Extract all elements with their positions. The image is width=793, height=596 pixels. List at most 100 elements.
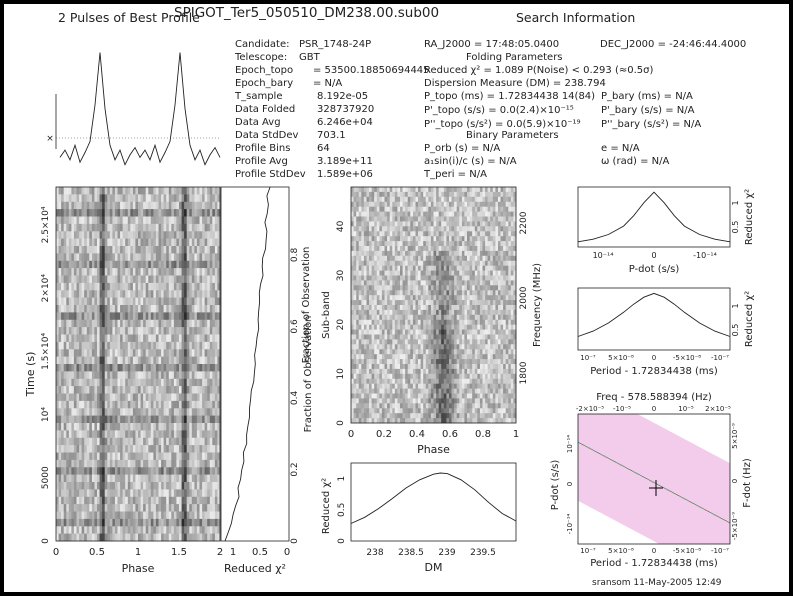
time-phase-cell — [140, 386, 144, 394]
time-phase-cell — [179, 238, 182, 247]
time-phase-cell — [73, 482, 77, 490]
time-phase-cell — [196, 533, 200, 542]
subband-cell — [485, 211, 489, 217]
time-phase-cell — [202, 194, 206, 203]
time-phase-cell — [143, 327, 147, 335]
subband-cell — [366, 201, 370, 208]
subband-cell — [503, 201, 507, 208]
time-phase-cell — [161, 393, 165, 402]
subband-cell — [498, 201, 501, 208]
subband-cell — [443, 275, 447, 281]
time-phase-cell — [89, 386, 93, 394]
time-phase-cell — [214, 290, 218, 299]
time-phase-cell — [189, 511, 193, 520]
time-phase-cell — [89, 260, 93, 269]
time-phase-cell — [127, 201, 131, 210]
time-phase-cell — [186, 371, 190, 380]
time-phase-cell — [140, 415, 144, 424]
time-phase-cell — [81, 386, 85, 394]
time-phase-cell — [179, 246, 182, 254]
time-phase-cell — [104, 518, 108, 527]
time-phase-cell — [214, 364, 218, 372]
subband-cell — [374, 290, 378, 296]
time-phase-cell — [209, 253, 213, 262]
time-phase-cell — [117, 452, 121, 461]
time-phase-cell — [127, 209, 131, 217]
subband-cell — [510, 295, 514, 301]
subband-cell — [490, 255, 494, 262]
subband-cell — [363, 206, 367, 212]
time-phase-cell — [191, 423, 195, 431]
time-phase-cell — [155, 393, 159, 402]
subband-cell — [415, 300, 419, 306]
subband-cell — [356, 305, 360, 311]
time-phase-cell — [73, 356, 77, 365]
subband-cell — [353, 309, 357, 316]
time-phase-cell — [99, 467, 103, 476]
time-phase-cell — [194, 238, 198, 247]
subband-cell — [454, 270, 458, 276]
time-phase-cell — [89, 445, 93, 453]
time-phase-cell — [61, 282, 65, 291]
time-phase-cell — [207, 526, 211, 535]
time-phase-cell — [150, 275, 154, 284]
time-phase-cell — [150, 430, 154, 439]
subband-cell — [449, 270, 452, 276]
time-phase-cell — [99, 496, 103, 505]
time-phase-cell — [89, 496, 93, 505]
subband-cell — [505, 196, 509, 203]
subband-cell — [485, 319, 489, 326]
subband-cell — [418, 196, 421, 203]
time-phase-cell — [56, 268, 59, 276]
time-phase-cell — [176, 364, 180, 372]
time-phase-cell — [138, 290, 141, 299]
time-phase-cell — [143, 496, 147, 505]
subband-cell — [490, 295, 494, 301]
subband-cell — [451, 265, 455, 271]
time-phase-cell — [132, 312, 136, 321]
time-phase-cell — [66, 400, 70, 409]
time-phase-cell — [97, 482, 100, 490]
time-phase-cell — [168, 268, 172, 276]
subband-cell — [400, 241, 403, 247]
time-phase-cell — [166, 334, 170, 343]
time-phase-cell — [209, 238, 213, 247]
subband-cell — [397, 206, 401, 212]
time-phase-cell — [97, 356, 100, 365]
time-phase-cell — [132, 518, 136, 527]
time-phase-cell — [107, 452, 111, 461]
subband-cell — [425, 206, 429, 212]
time-phase-cell — [99, 482, 103, 490]
subband-cell — [356, 231, 360, 237]
time-phase-cell — [207, 511, 211, 520]
time-phase-cell — [61, 231, 65, 240]
subband-cell — [394, 250, 398, 257]
time-phase-cell — [143, 445, 147, 453]
subband-cell — [474, 309, 478, 316]
subband-cell — [485, 241, 489, 247]
time-phase-cell — [181, 393, 185, 402]
subband-cell — [449, 191, 452, 198]
time-phase-cell — [202, 260, 206, 269]
subband-cell — [449, 300, 452, 306]
time-phase-cell — [217, 223, 221, 232]
subband-cell — [464, 280, 468, 286]
time-phase-cell — [79, 371, 83, 380]
subband-cell — [428, 221, 432, 227]
subband-cell — [397, 324, 401, 330]
subband-cell — [446, 216, 450, 222]
time-phase-cell — [120, 260, 124, 269]
time-phase-cell — [125, 378, 129, 387]
time-phase-cell — [173, 430, 177, 439]
time-phase-cell — [199, 467, 203, 476]
time-phase-cell — [166, 349, 170, 358]
subband-cell — [353, 300, 357, 306]
subband-cell — [438, 260, 442, 267]
time-phase-cell — [163, 268, 167, 276]
subband-cell — [358, 221, 362, 227]
subband-cell — [505, 241, 509, 247]
subband-cell — [443, 211, 447, 217]
subband-cell — [482, 265, 486, 271]
time-phase-xtick: 0.5 — [89, 547, 105, 558]
time-phase-cell — [143, 282, 147, 291]
